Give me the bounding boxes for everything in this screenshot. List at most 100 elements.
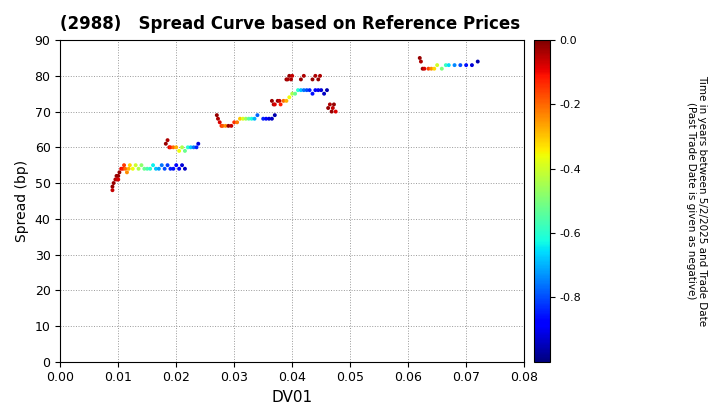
Point — [440, 62, 451, 68]
Point — [466, 62, 477, 68]
Point — [182, 144, 194, 151]
Point — [310, 73, 321, 79]
Point — [323, 105, 334, 111]
Point — [307, 90, 318, 97]
Point — [179, 147, 191, 154]
Point — [310, 87, 321, 94]
Point — [472, 58, 484, 65]
Text: (2988)   Spread Curve based on Reference Prices: (2988) Spread Curve based on Reference P… — [60, 15, 521, 33]
Point — [171, 144, 182, 151]
Point — [211, 112, 222, 118]
Point — [185, 144, 197, 151]
Point — [237, 116, 248, 122]
Point — [123, 165, 135, 172]
Point — [171, 162, 182, 168]
Point — [284, 94, 295, 101]
Point — [212, 116, 224, 122]
Point — [298, 87, 310, 94]
Point — [289, 90, 301, 97]
Point — [414, 55, 426, 61]
Point — [216, 123, 228, 129]
Point — [188, 144, 199, 151]
Point — [312, 76, 324, 83]
Point — [112, 173, 124, 179]
Point — [315, 87, 327, 94]
Point — [150, 165, 162, 172]
Point — [234, 116, 246, 122]
Point — [130, 162, 141, 168]
Point — [132, 165, 144, 172]
X-axis label: DV01: DV01 — [271, 390, 312, 405]
Point — [304, 87, 315, 94]
Point — [115, 165, 127, 172]
Point — [214, 119, 225, 126]
Point — [282, 76, 293, 83]
Point — [269, 112, 281, 118]
Point — [454, 62, 466, 68]
Point — [431, 62, 443, 68]
Point — [231, 119, 243, 126]
Point — [174, 165, 185, 172]
Point — [228, 119, 240, 126]
Point — [148, 162, 159, 168]
Point — [248, 116, 260, 122]
Point — [174, 147, 185, 154]
Point — [192, 140, 204, 147]
Point — [274, 97, 285, 104]
Point — [220, 123, 231, 129]
Point — [460, 62, 472, 68]
Point — [153, 165, 165, 172]
Point — [162, 137, 174, 144]
Point — [176, 144, 188, 151]
Point — [111, 173, 122, 179]
Point — [295, 87, 307, 94]
Point — [160, 140, 171, 147]
Point — [222, 123, 234, 129]
Point — [162, 162, 174, 168]
Point — [314, 73, 325, 79]
Point — [326, 108, 338, 115]
Point — [117, 165, 129, 172]
Point — [225, 123, 237, 129]
Point — [272, 97, 284, 104]
Point — [266, 116, 278, 122]
Point — [417, 66, 428, 72]
Point — [107, 187, 118, 194]
Point — [261, 116, 272, 122]
Point — [142, 165, 153, 172]
Point — [275, 101, 287, 108]
Point — [292, 87, 304, 94]
Point — [269, 101, 281, 108]
Point — [112, 176, 123, 183]
Point — [307, 76, 318, 83]
Point — [168, 144, 179, 151]
Point — [312, 87, 324, 94]
Point — [318, 90, 330, 97]
Point — [138, 165, 150, 172]
Point — [107, 183, 118, 190]
Point — [324, 101, 336, 108]
Point — [264, 116, 275, 122]
Point — [278, 97, 289, 104]
Point — [243, 116, 254, 122]
Point — [118, 162, 130, 168]
Point — [112, 176, 124, 183]
Point — [176, 162, 188, 168]
Point — [121, 169, 132, 176]
Point — [108, 180, 120, 186]
Point — [127, 165, 138, 172]
Point — [135, 162, 147, 168]
Point — [281, 97, 292, 104]
Point — [163, 144, 175, 151]
Point — [217, 123, 228, 129]
Point — [168, 165, 179, 172]
Point — [321, 87, 333, 94]
Point — [415, 58, 427, 65]
Point — [443, 62, 454, 68]
Point — [284, 73, 295, 79]
Point — [268, 101, 279, 108]
Point — [240, 116, 251, 122]
Point — [156, 162, 168, 168]
Point — [266, 97, 278, 104]
Point — [165, 144, 176, 151]
